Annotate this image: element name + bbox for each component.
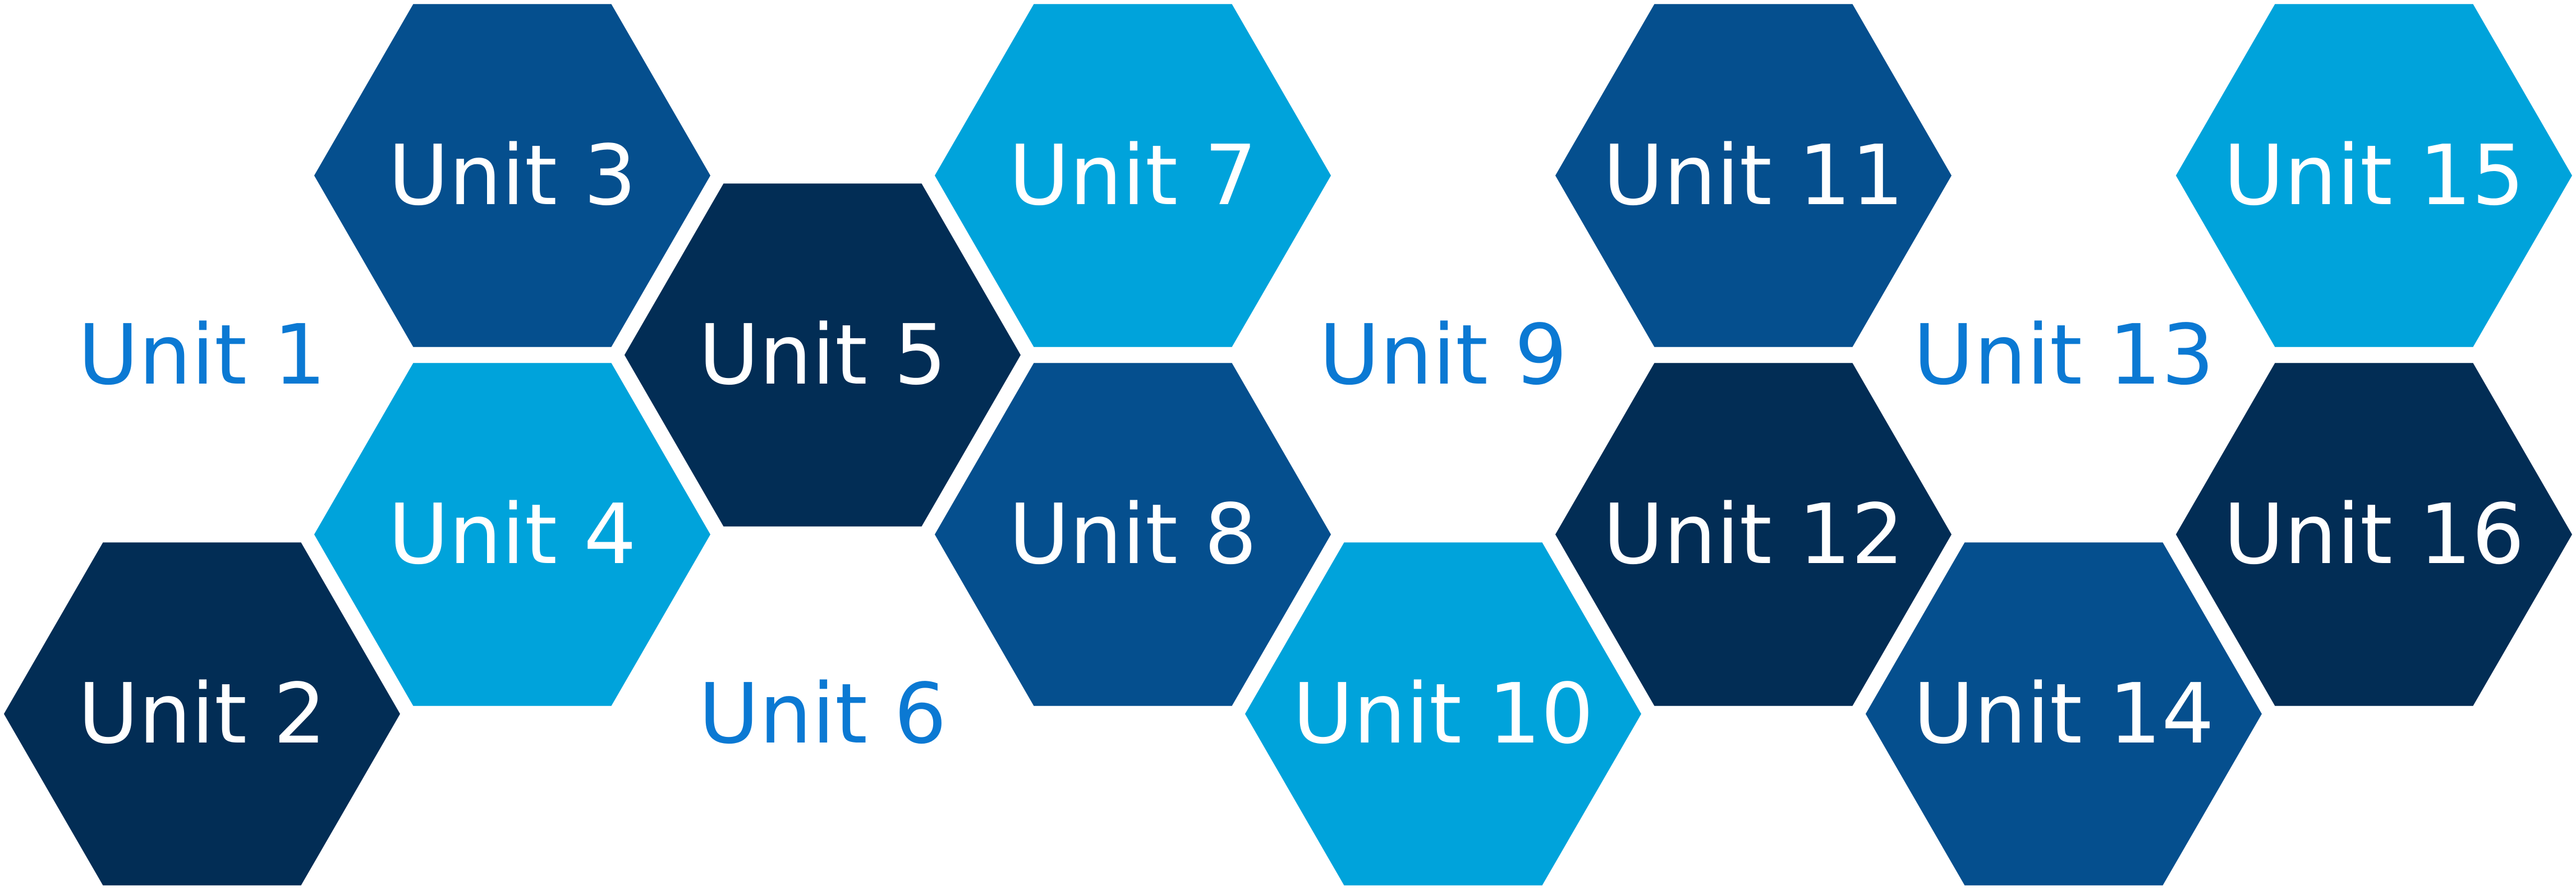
unit-8-hexagon xyxy=(927,356,1339,713)
unit-2-hexagon xyxy=(0,536,408,890)
unit-2-label: Unit 2 xyxy=(78,666,326,762)
unit-5-label: Unit 5 xyxy=(699,307,947,403)
unit-10-hexagon xyxy=(1237,536,1649,890)
unit-4-label: Unit 4 xyxy=(388,486,636,583)
unit-14-label: Unit 14 xyxy=(1913,666,2215,762)
unit-11-label: Unit 11 xyxy=(1603,127,1904,224)
unit-16-hexagon xyxy=(2168,356,2576,713)
unit-4-hexagon xyxy=(306,356,718,713)
unit-7-label: Unit 7 xyxy=(1009,127,1257,224)
unit-12-hexagon xyxy=(1548,356,1959,713)
unit-11-hexagon xyxy=(1548,0,1959,354)
unit-16-label: Unit 16 xyxy=(2224,486,2525,583)
unit-5-hexagon xyxy=(617,177,1028,533)
unit-9-label: Unit 9 xyxy=(1319,307,1567,403)
unit-12-label: Unit 12 xyxy=(1603,486,1904,583)
unit-3-hexagon xyxy=(306,0,718,354)
unit-15-label: Unit 15 xyxy=(2224,127,2525,224)
unit-13-label: Unit 13 xyxy=(1913,307,2215,403)
unit-10-label: Unit 10 xyxy=(1293,666,1594,762)
unit-6-label: Unit 6 xyxy=(699,666,947,762)
label-layer: Unit 1 Unit 2 Unit 3 Unit 4 Unit 5 Unit 6 Unit… xyxy=(78,127,2525,762)
unit-8-label: Unit 8 xyxy=(1009,486,1257,583)
unit-14-hexagon xyxy=(1858,536,2270,890)
unit-3-label: Unit 3 xyxy=(388,127,636,224)
unit-7-hexagon xyxy=(927,0,1339,354)
unit-1-label: Unit 1 xyxy=(78,307,326,403)
unit-15-hexagon xyxy=(2168,0,2576,354)
